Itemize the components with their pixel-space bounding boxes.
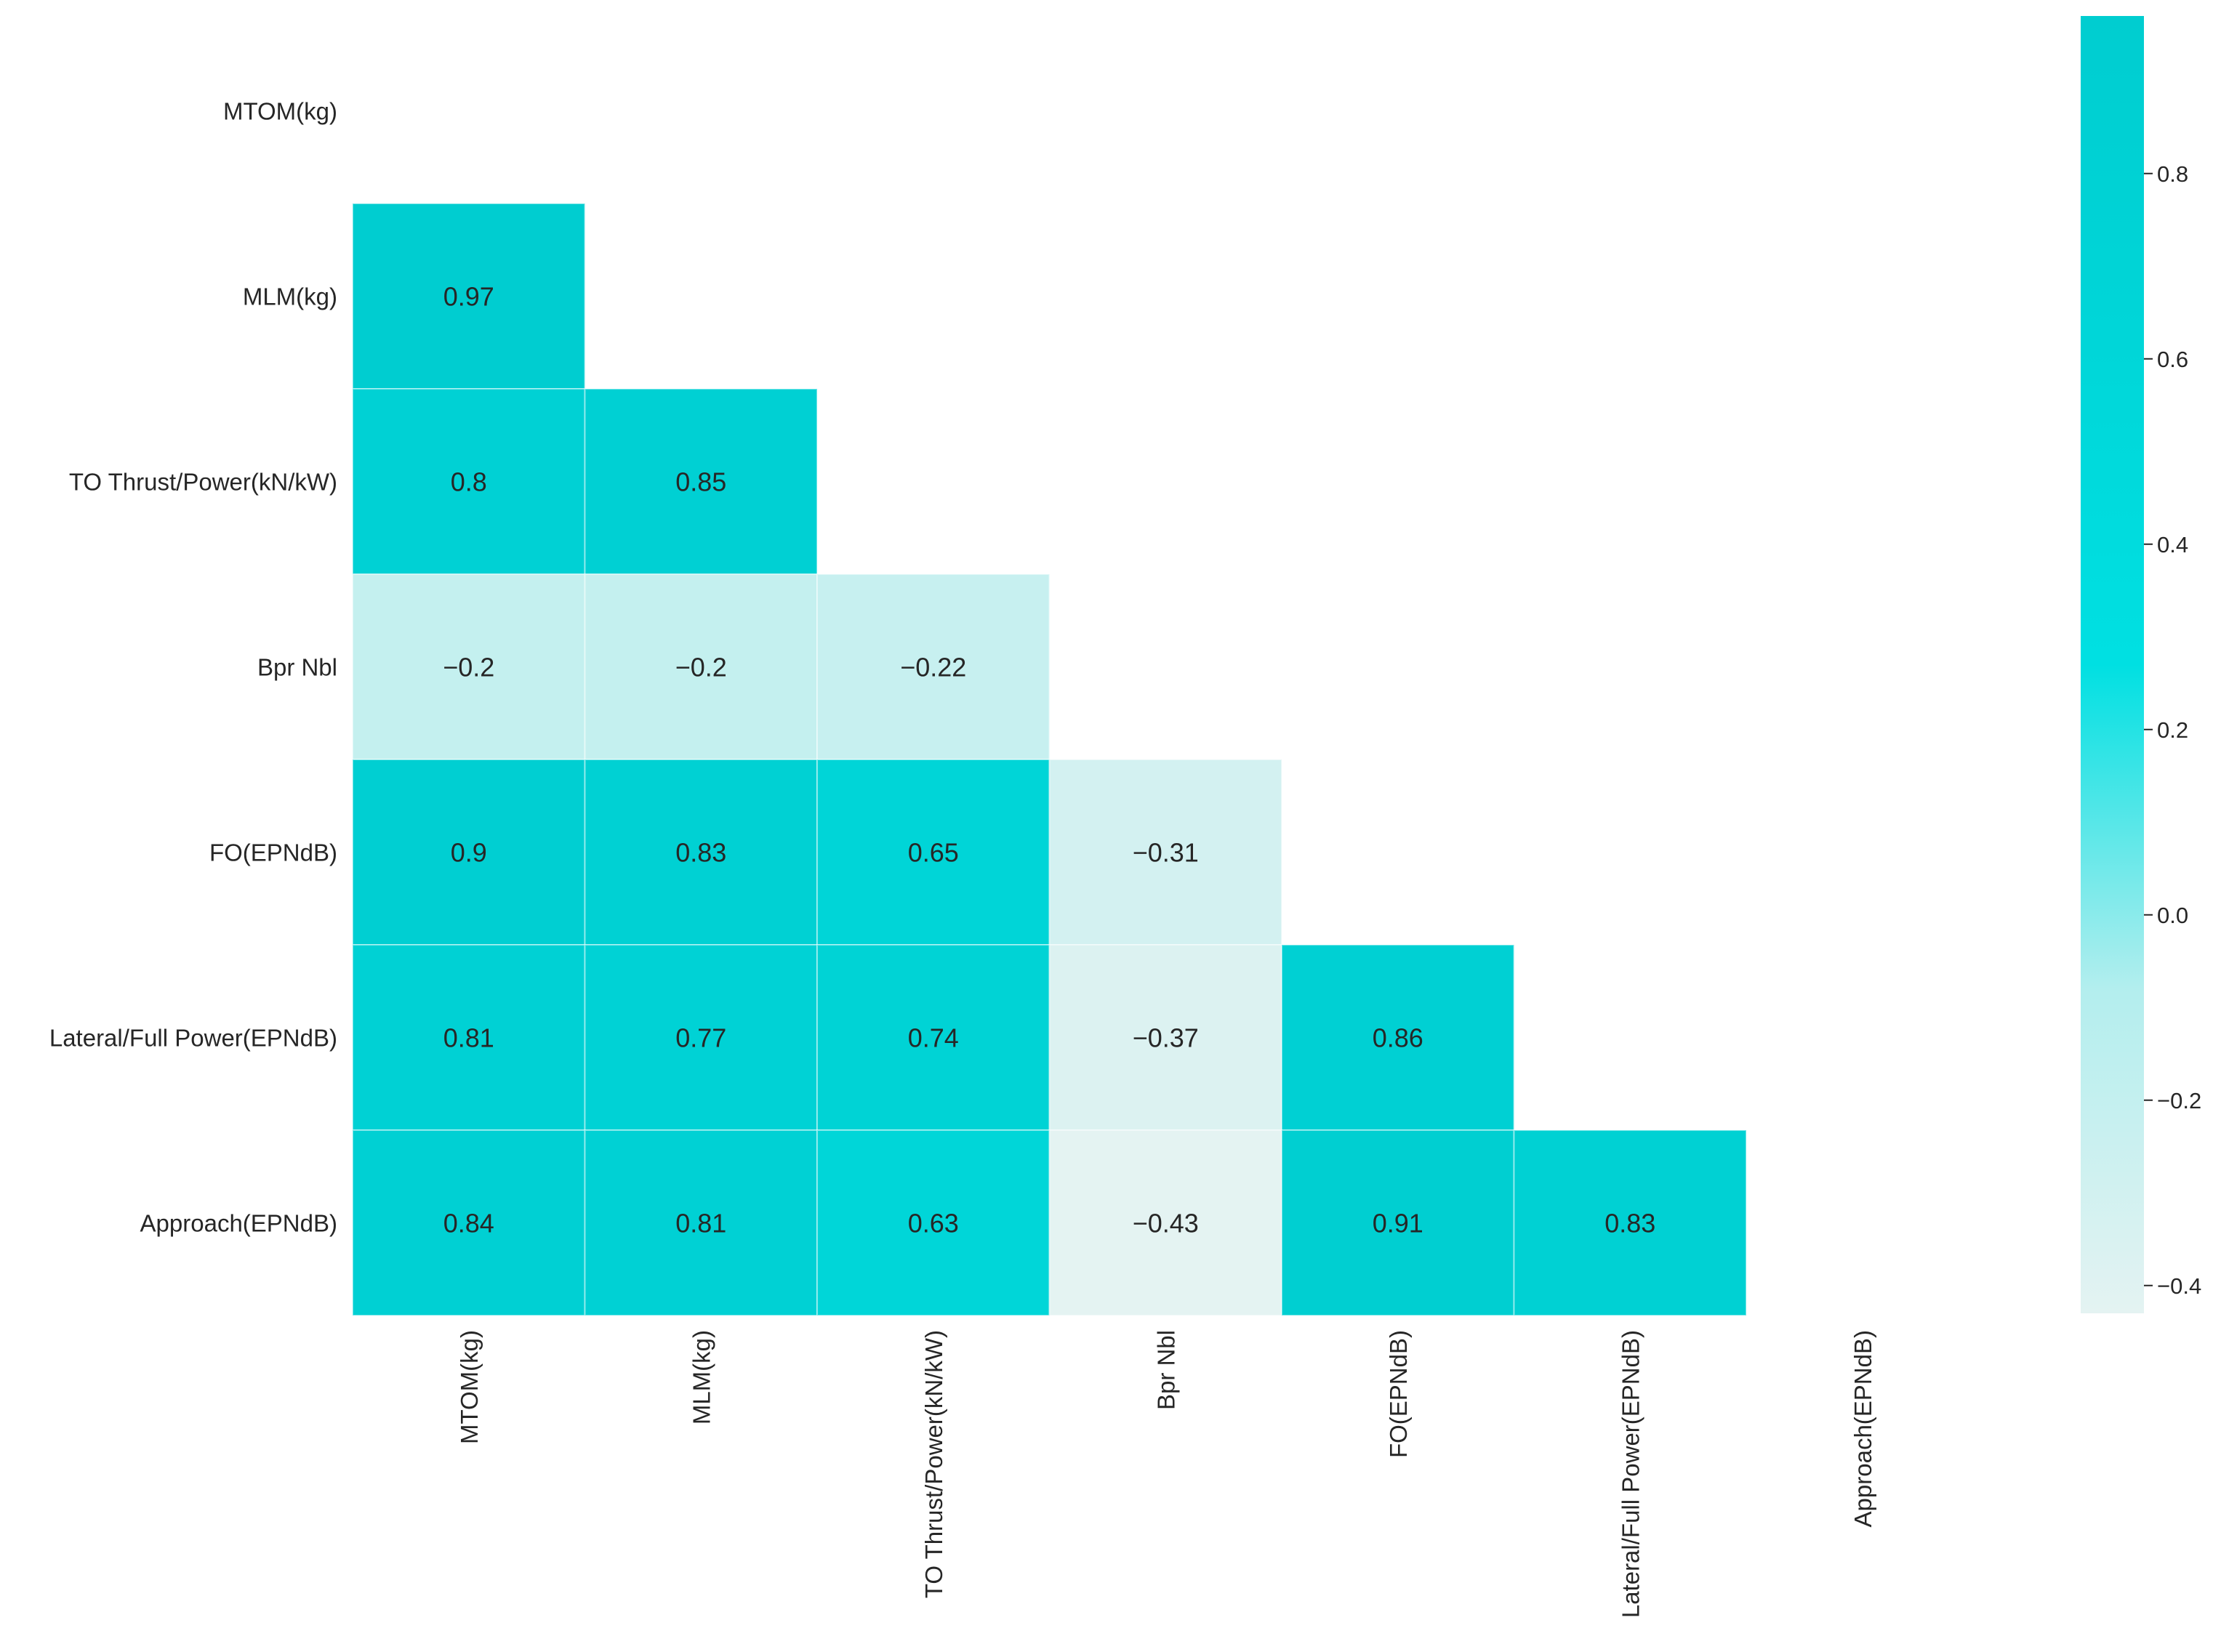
heatmap-cells bbox=[352, 203, 1747, 1316]
heatmap-cell bbox=[584, 573, 818, 760]
heatmap-cell bbox=[584, 759, 818, 946]
cell-value-label: 0.81 bbox=[443, 1023, 494, 1053]
cell-value-label: 0.74 bbox=[908, 1023, 959, 1053]
x-axis-tick-labels: MTOM(kg) MLM(kg) TO Thrust/Power(kN/kW) Bpr… bbox=[456, 1330, 1876, 1618]
x-tick-label: MLM(kg) bbox=[688, 1330, 715, 1425]
y-tick-label: MTOM(kg) bbox=[223, 98, 337, 125]
y-tick-label: MLM(kg) bbox=[243, 283, 337, 310]
heatmap-cell bbox=[816, 573, 1051, 760]
heatmap-cell bbox=[816, 944, 1051, 1131]
heatmap-cell bbox=[816, 1129, 1051, 1316]
cell-value-label: 0.85 bbox=[675, 467, 726, 497]
cell-value-label: −0.22 bbox=[900, 653, 966, 682]
cell-value-label: 0.91 bbox=[1373, 1209, 1423, 1238]
colorbar-tick-label: 0.0 bbox=[2157, 903, 2188, 928]
y-tick-label: Approach(EPNdB) bbox=[140, 1210, 337, 1237]
colorbar: 0.8 0.6 0.4 0.2 0.0 −0.2 −0.4 bbox=[2081, 16, 2201, 1313]
heatmap-cell bbox=[1513, 1129, 1747, 1316]
cell-value-label: −0.2 bbox=[675, 653, 727, 682]
cell-value-label: −0.43 bbox=[1133, 1209, 1199, 1238]
x-tick-label: Bpr Nbl bbox=[1152, 1330, 1179, 1410]
colorbar-gradient bbox=[2081, 16, 2144, 1313]
heatmap-cell bbox=[352, 203, 586, 390]
y-axis-tick-labels: MTOM(kg) MLM(kg) TO Thrust/Power(kN/kW) Bpr… bbox=[49, 98, 337, 1237]
cell-value-label: 0.84 bbox=[443, 1209, 494, 1238]
cell-value-label: 0.81 bbox=[675, 1209, 726, 1238]
heatmap-cell bbox=[584, 388, 818, 575]
heatmap-cell bbox=[352, 388, 586, 575]
x-tick-label: Lateral/Full Power(EPNdB) bbox=[1617, 1330, 1644, 1618]
colorbar-tick-label: 0.4 bbox=[2157, 532, 2188, 557]
heatmap-cell bbox=[1281, 1129, 1515, 1316]
cell-value-label: 0.65 bbox=[908, 838, 959, 868]
cell-value-label: 0.83 bbox=[1604, 1209, 1655, 1238]
heatmap-cell bbox=[584, 944, 818, 1131]
x-tick-label: Approach(EPNdB) bbox=[1850, 1330, 1876, 1527]
y-tick-label: Lateral/Full Power(EPNdB) bbox=[49, 1025, 337, 1052]
cell-value-label: −0.37 bbox=[1133, 1023, 1199, 1053]
cell-value-label: 0.86 bbox=[1373, 1023, 1423, 1053]
x-tick-label: TO Thrust/Power(kN/kW) bbox=[920, 1330, 947, 1598]
colorbar-ticks: 0.8 0.6 0.4 0.2 0.0 −0.2 −0.4 bbox=[2144, 161, 2201, 1299]
heatmap-cell bbox=[1048, 1129, 1282, 1316]
heatmap-cell bbox=[1048, 944, 1282, 1131]
cell-value-label: 0.9 bbox=[451, 838, 487, 868]
cell-value-label: 0.63 bbox=[908, 1209, 959, 1238]
heatmap-cell bbox=[584, 1129, 818, 1316]
colorbar-tick-label: 0.2 bbox=[2157, 717, 2188, 743]
heatmap-cell bbox=[1281, 944, 1515, 1131]
cell-value-label: 0.77 bbox=[675, 1023, 726, 1053]
colorbar-tick-label: −0.4 bbox=[2157, 1273, 2201, 1299]
colorbar-tick-label: 0.6 bbox=[2157, 347, 2188, 372]
colorbar-tick-label: 0.8 bbox=[2157, 161, 2188, 187]
cell-value-label: −0.31 bbox=[1133, 838, 1199, 868]
y-tick-label: TO Thrust/Power(kN/kW) bbox=[69, 469, 337, 496]
cell-value-label: 0.83 bbox=[675, 838, 726, 868]
cell-value-label: 0.8 bbox=[451, 467, 487, 497]
x-tick-label: FO(EPNdB) bbox=[1385, 1330, 1412, 1458]
x-tick-label: MTOM(kg) bbox=[456, 1330, 483, 1444]
colorbar-tick-label: −0.2 bbox=[2157, 1088, 2201, 1113]
heatmap-cell bbox=[1048, 759, 1282, 946]
cell-value-label: −0.2 bbox=[443, 653, 494, 682]
heatmap-cell-labels: 0.97 0.8 0.85 −0.2 −0.2 −0.22 0.9 0.83 0.65 −0.31… bbox=[443, 282, 1655, 1238]
cell-value-label: 0.97 bbox=[443, 282, 494, 312]
heatmap-cell bbox=[352, 1129, 586, 1316]
y-tick-label: FO(EPNdB) bbox=[209, 839, 337, 866]
heatmap-cell bbox=[352, 573, 586, 760]
y-tick-label: Bpr Nbl bbox=[257, 654, 337, 681]
